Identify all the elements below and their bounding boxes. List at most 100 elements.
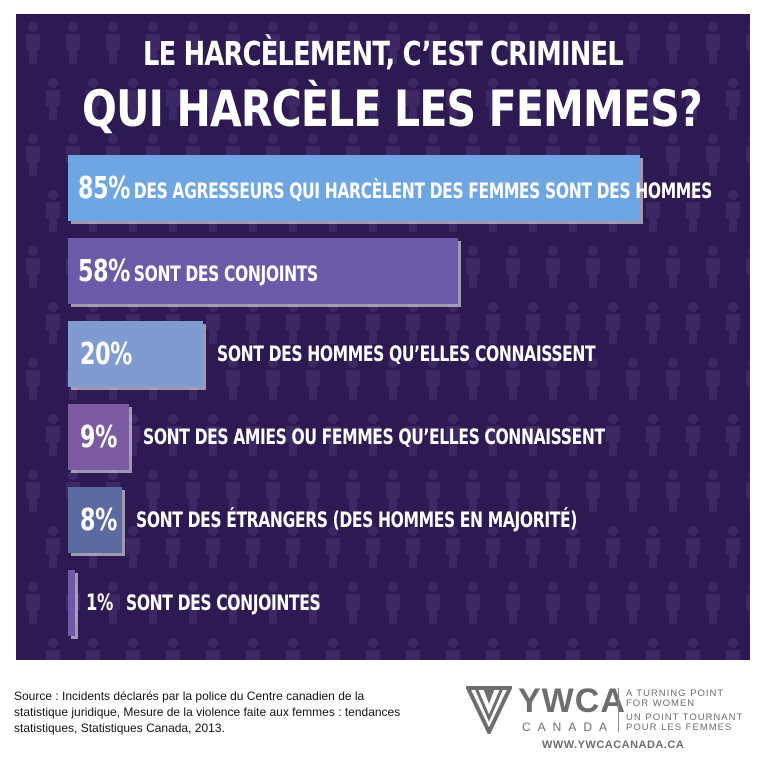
person-figure-icon <box>206 638 220 660</box>
person-figure-icon <box>286 526 300 568</box>
person-figure-icon <box>646 414 660 456</box>
person-figure-icon <box>446 526 460 568</box>
person-figure-icon <box>686 414 700 456</box>
person-figure-icon <box>746 583 750 624</box>
person-figure-icon <box>166 78 180 120</box>
person-figure-icon <box>26 246 40 288</box>
person-figure-icon <box>46 414 60 456</box>
person-figure-icon <box>106 582 120 624</box>
person-figure-icon <box>146 22 160 64</box>
person-figure-icon <box>566 638 580 660</box>
person-figure-icon <box>126 414 140 456</box>
person-figure-icon <box>486 526 500 568</box>
person-figure-icon <box>446 302 460 344</box>
person-figure-icon <box>346 470 360 512</box>
person-figure-icon <box>666 582 680 624</box>
person-figure-icon <box>166 414 180 456</box>
person-figure-icon <box>406 302 420 344</box>
person-figure-icon <box>626 358 640 400</box>
bar-2 <box>68 238 459 304</box>
bar-6 <box>68 570 75 636</box>
person-figure-icon <box>146 582 160 624</box>
person-figure-icon <box>186 470 200 512</box>
person-figure-icon <box>526 414 540 456</box>
person-figure-icon <box>706 22 720 64</box>
title-line-2: QUI HARCÈLE LES FEMMES? <box>82 80 703 138</box>
logo-name: YWCA <box>518 682 626 720</box>
person-figure-icon <box>646 526 660 568</box>
person-figure-icon <box>626 582 640 624</box>
person-figure-icon <box>286 414 300 456</box>
bar-value-label: 85% <box>78 171 131 206</box>
logo-url: WWW.YWCACANADA.CA <box>542 739 685 751</box>
bar-category-label: DES AGRESSEURS QUI HARCÈLENT DES FEMMES … <box>133 179 713 203</box>
person-figure-icon <box>186 582 200 624</box>
person-figure-icon <box>26 358 40 400</box>
person-figure-icon <box>566 414 580 456</box>
person-figure-icon <box>526 638 540 660</box>
bar-label-4: 9% <box>80 420 117 455</box>
person-figure-icon <box>346 22 360 64</box>
person-figure-icon <box>266 358 280 400</box>
person-figure-icon <box>206 526 220 568</box>
person-figure-icon <box>746 23 750 64</box>
person-figure-icon <box>606 302 620 344</box>
person-figure-icon <box>126 526 140 568</box>
person-figure-icon <box>286 638 300 660</box>
person-figure-icon <box>486 414 500 456</box>
person-figure-icon <box>566 526 580 568</box>
person-figure-icon <box>686 526 700 568</box>
person-figure-icon <box>706 246 720 288</box>
person-figure-icon <box>46 638 60 660</box>
person-figure-icon <box>46 190 60 232</box>
person-figure-icon <box>746 247 750 288</box>
person-figure-icon <box>626 470 640 512</box>
person-figure-icon <box>206 414 220 456</box>
person-figure-icon <box>426 582 440 624</box>
person-figure-icon <box>246 638 260 660</box>
bar-value-label: 58% <box>78 254 131 289</box>
person-figure-icon <box>666 134 680 176</box>
person-figure-icon <box>246 78 260 120</box>
bar-5 <box>68 487 122 553</box>
person-figure-icon <box>306 582 320 624</box>
person-figure-icon <box>386 470 400 512</box>
person-figure-icon <box>546 22 560 64</box>
person-figure-icon <box>326 78 340 120</box>
person-figure-icon <box>686 78 700 120</box>
person-figure-icon <box>346 358 360 400</box>
person-figure-icon <box>206 302 220 344</box>
bar-category-label: SONT DES ÉTRANGERS (DES HOMMES EN MAJORI… <box>135 508 577 532</box>
person-figure-icon <box>26 582 40 624</box>
person-figure-icon <box>726 190 740 232</box>
bar-text-3: SONT DES HOMMES QU’ELLES CONNAISSENT <box>217 342 596 366</box>
person-figure-icon <box>226 22 240 64</box>
person-figure-icon <box>226 470 240 512</box>
person-figure-icon <box>726 302 740 344</box>
person-figure-icon <box>686 638 700 660</box>
person-figure-icon <box>506 22 520 64</box>
person-figure-icon <box>706 358 720 400</box>
person-figure-icon <box>326 302 340 344</box>
person-figure-icon <box>726 526 740 568</box>
person-figure-icon <box>366 78 380 120</box>
person-figure-icon <box>86 78 100 120</box>
person-figure-icon <box>366 526 380 568</box>
ywca-triangle-logo-icon <box>466 686 512 734</box>
person-figure-icon <box>686 302 700 344</box>
bar-chart: 85% DES AGRESSEURS QUI HARCÈLENT DES FEM… <box>16 14 750 660</box>
bar-3 <box>68 321 203 387</box>
person-figure-icon <box>546 470 560 512</box>
person-figure-icon <box>86 638 100 660</box>
person-figure-icon <box>666 22 680 64</box>
person-figure-icon <box>46 526 60 568</box>
person-figure-icon <box>626 246 640 288</box>
bar-label-1: 85% DES AGRESSEURS QUI HARCÈLENT DES FEM… <box>78 171 712 206</box>
person-figure-icon <box>706 470 720 512</box>
person-figure-icon <box>566 302 580 344</box>
person-figure-icon <box>446 414 460 456</box>
person-figure-icon <box>746 135 750 176</box>
person-figure-icon <box>266 22 280 64</box>
person-figure-icon <box>366 302 380 344</box>
person-figure-icon <box>706 582 720 624</box>
